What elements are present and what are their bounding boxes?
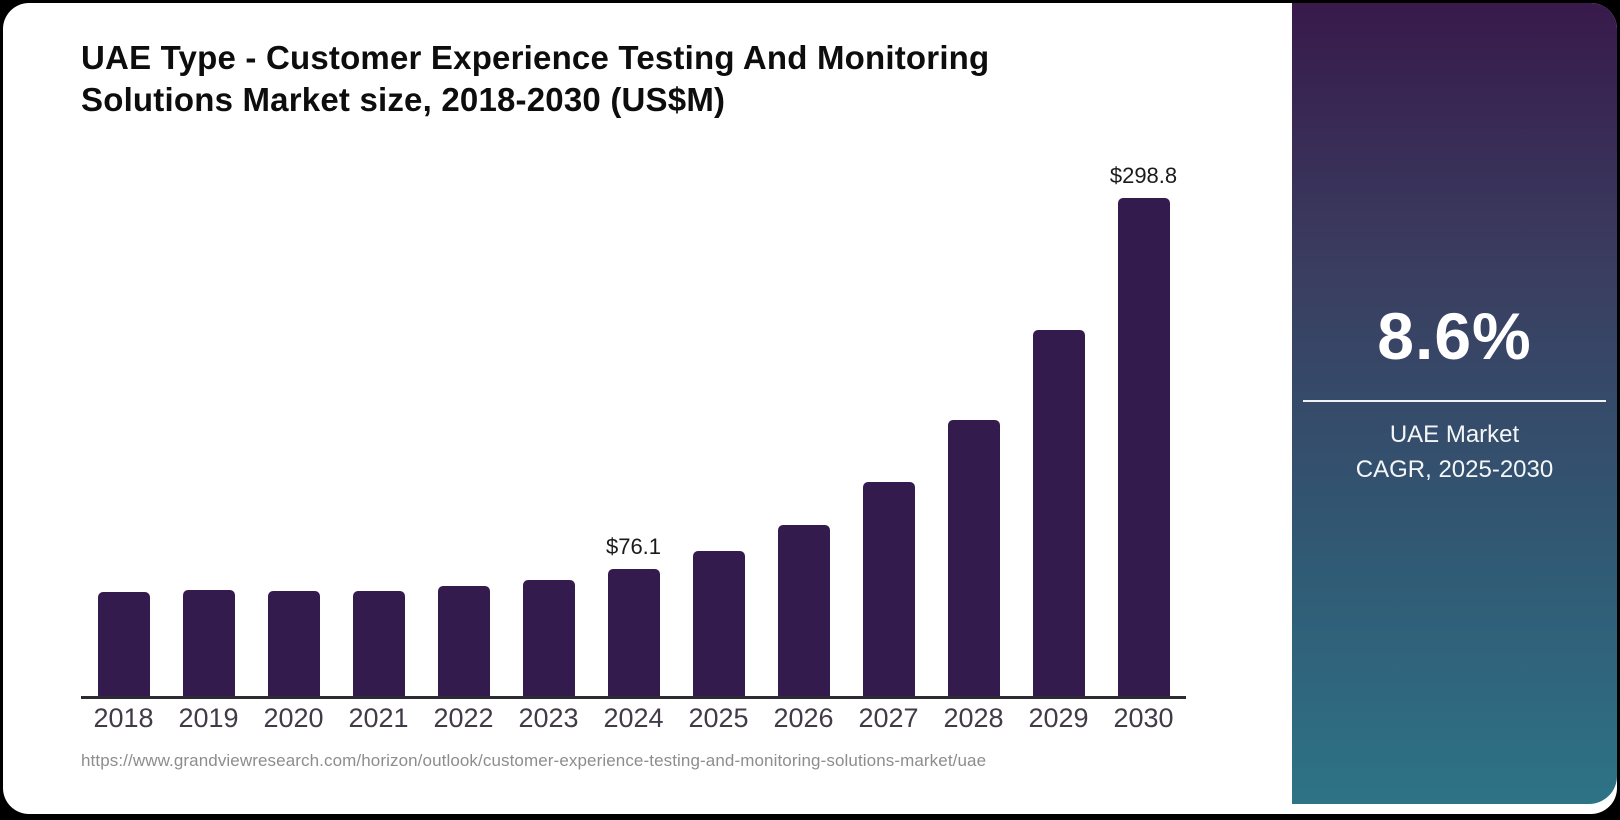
x-axis-label-2021: 2021 bbox=[348, 703, 409, 733]
bar-cell-2020 bbox=[251, 590, 336, 696]
x-axis-line bbox=[81, 696, 1186, 699]
chart-title: UAE Type - Customer Experience Testing A… bbox=[81, 39, 990, 118]
x-axis-label-2020: 2020 bbox=[263, 703, 324, 733]
x-axis-label-2026: 2026 bbox=[773, 703, 834, 733]
bar-2025 bbox=[692, 550, 745, 696]
bar-2021 bbox=[352, 590, 405, 696]
bar-cell-2026 bbox=[761, 524, 846, 696]
x-axis-label-2025: 2025 bbox=[688, 703, 749, 733]
x-axis-label-2029: 2029 bbox=[1028, 703, 1089, 733]
x-axis-label-2023: 2023 bbox=[518, 703, 579, 733]
x-axis-label-2018: 2018 bbox=[93, 703, 154, 733]
x-axis-label-2019: 2019 bbox=[178, 703, 239, 733]
x-axis-label-2022: 2022 bbox=[433, 703, 494, 733]
bar-2028 bbox=[947, 420, 1000, 696]
cagr-label: UAE Market CAGR, 2025-2030 bbox=[1292, 418, 1617, 488]
x-axis-label-2024: 2024 bbox=[603, 703, 664, 733]
source-url: https://www.grandviewresearch.com/horizo… bbox=[81, 751, 987, 770]
cagr-label-line2: CAGR, 2025-2030 bbox=[1355, 455, 1554, 483]
bar-2023 bbox=[522, 579, 575, 696]
x-axis-label-2028: 2028 bbox=[943, 703, 1004, 733]
bar-2019 bbox=[182, 589, 235, 696]
bar-cell-2024: $76.1 bbox=[591, 534, 676, 696]
cagr-value: 8.6% bbox=[1377, 299, 1532, 373]
bar-2027 bbox=[862, 482, 915, 696]
bar-2026 bbox=[777, 524, 830, 696]
bar-cell-2030: $298.8 bbox=[1101, 163, 1186, 696]
bar-value-label-2024: $76.1 bbox=[605, 534, 662, 560]
bar-2030 bbox=[1117, 198, 1170, 696]
bar-cell-2027 bbox=[846, 482, 931, 696]
cagr-label-line1: UAE Market bbox=[1389, 421, 1520, 448]
bar-2029 bbox=[1032, 329, 1085, 696]
x-axis-label-2030: 2030 bbox=[1113, 703, 1174, 733]
report-card: UAE Type - Customer Experience Testing A… bbox=[3, 3, 1617, 814]
bar-cell-2022 bbox=[421, 585, 506, 696]
bar-2020 bbox=[267, 590, 320, 696]
bar-value-label-2030: $298.8 bbox=[1109, 163, 1178, 188]
bar-cell-2025 bbox=[676, 550, 761, 696]
bar-cell-2019 bbox=[166, 589, 251, 696]
x-axis-labels: 2018 2019 2020 2021 2022 2023 2024 2025 2026 2027… bbox=[81, 703, 1186, 734]
cagr-sidebar: 8.6% UAE Market CAGR, 2025-2030 bbox=[1292, 3, 1617, 804]
bar-chart: $76.1 $298.8 bbox=[81, 158, 1186, 696]
x-axis-label-2027: 2027 bbox=[858, 703, 919, 733]
bar-cell-2029 bbox=[1016, 329, 1101, 696]
bar-cell-2023 bbox=[506, 579, 591, 696]
bar-2018 bbox=[97, 591, 150, 696]
sidebar-divider bbox=[1303, 400, 1606, 402]
bar-cell-2021 bbox=[336, 590, 421, 696]
bar-2022 bbox=[437, 585, 490, 696]
bar-cell-2018 bbox=[81, 591, 166, 696]
bar-cell-2028 bbox=[931, 420, 1016, 696]
bar-2024 bbox=[607, 569, 660, 696]
